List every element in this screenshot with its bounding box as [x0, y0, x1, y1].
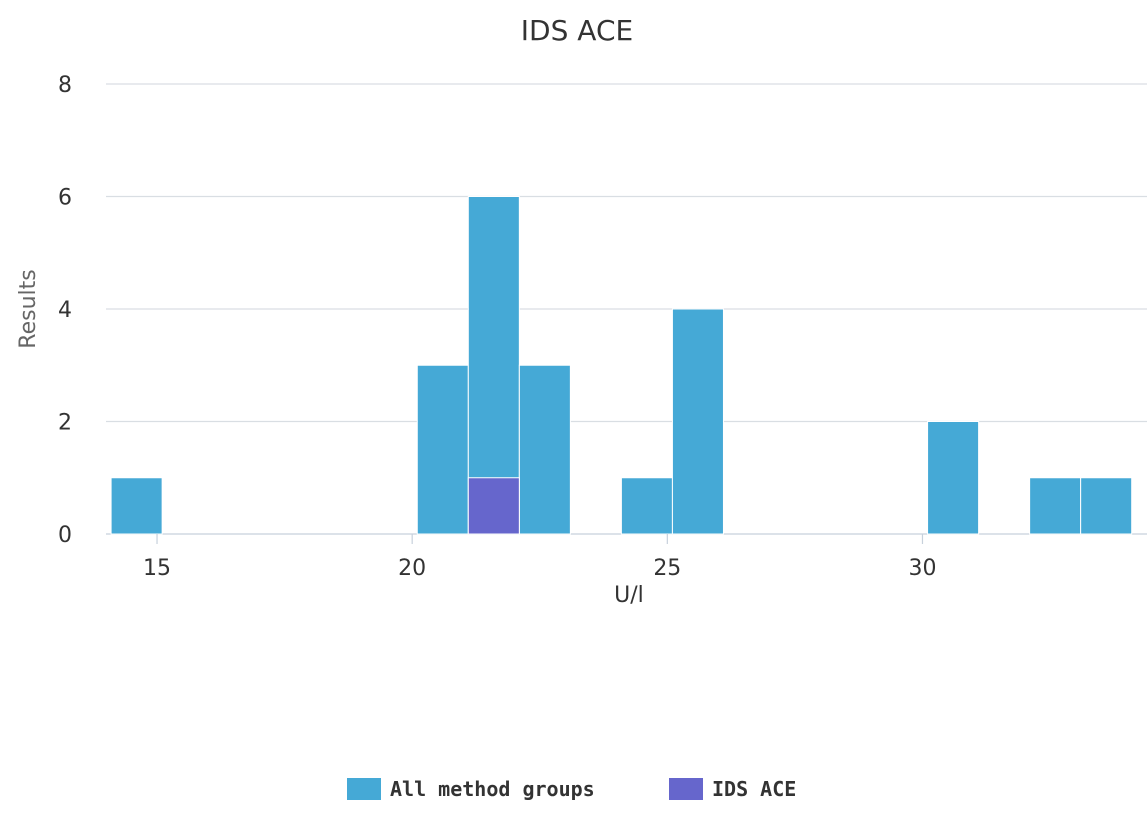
bar-all-method-groups[interactable]: [620, 477, 673, 535]
y-axis-label: Results: [16, 269, 41, 348]
chart-title: IDS ACE: [521, 14, 633, 47]
bars: [110, 196, 1133, 535]
bar-all-method-groups[interactable]: [1080, 477, 1133, 535]
legend: All method groups IDS ACE: [347, 777, 796, 801]
x-axis-label: U/l: [614, 583, 644, 608]
y-tick-label: 8: [58, 73, 72, 98]
y-tick-label: 4: [58, 298, 72, 323]
bar-all-method-groups[interactable]: [927, 421, 980, 535]
y-tick-label: 2: [58, 411, 72, 436]
legend-item[interactable]: IDS ACE: [669, 777, 796, 801]
bar-all-method-groups[interactable]: [110, 477, 163, 535]
bar-ids-ace[interactable]: [467, 477, 520, 535]
y-axis-ticks: 0 2 4 6 8: [58, 73, 72, 548]
grid-lines: [106, 83, 1147, 535]
x-tick-label: 25: [653, 556, 681, 581]
legend-label: All method groups: [390, 777, 595, 801]
bar-all-method-groups[interactable]: [671, 308, 724, 535]
x-tick-label: 30: [908, 556, 936, 581]
legend-item[interactable]: All method groups: [347, 777, 595, 801]
y-tick-label: 0: [58, 523, 72, 548]
legend-label: IDS ACE: [712, 777, 796, 801]
legend-swatch: [347, 778, 381, 800]
y-tick-label: 6: [58, 186, 72, 211]
bar-all-method-groups[interactable]: [1029, 477, 1082, 535]
x-tick-label: 20: [398, 556, 426, 581]
x-axis-ticks: 15 20 25 30: [143, 534, 936, 581]
bar-all-method-groups[interactable]: [416, 364, 469, 535]
legend-swatch: [669, 778, 703, 800]
x-tick-label: 15: [143, 556, 171, 581]
bar-all-method-groups[interactable]: [518, 364, 571, 535]
